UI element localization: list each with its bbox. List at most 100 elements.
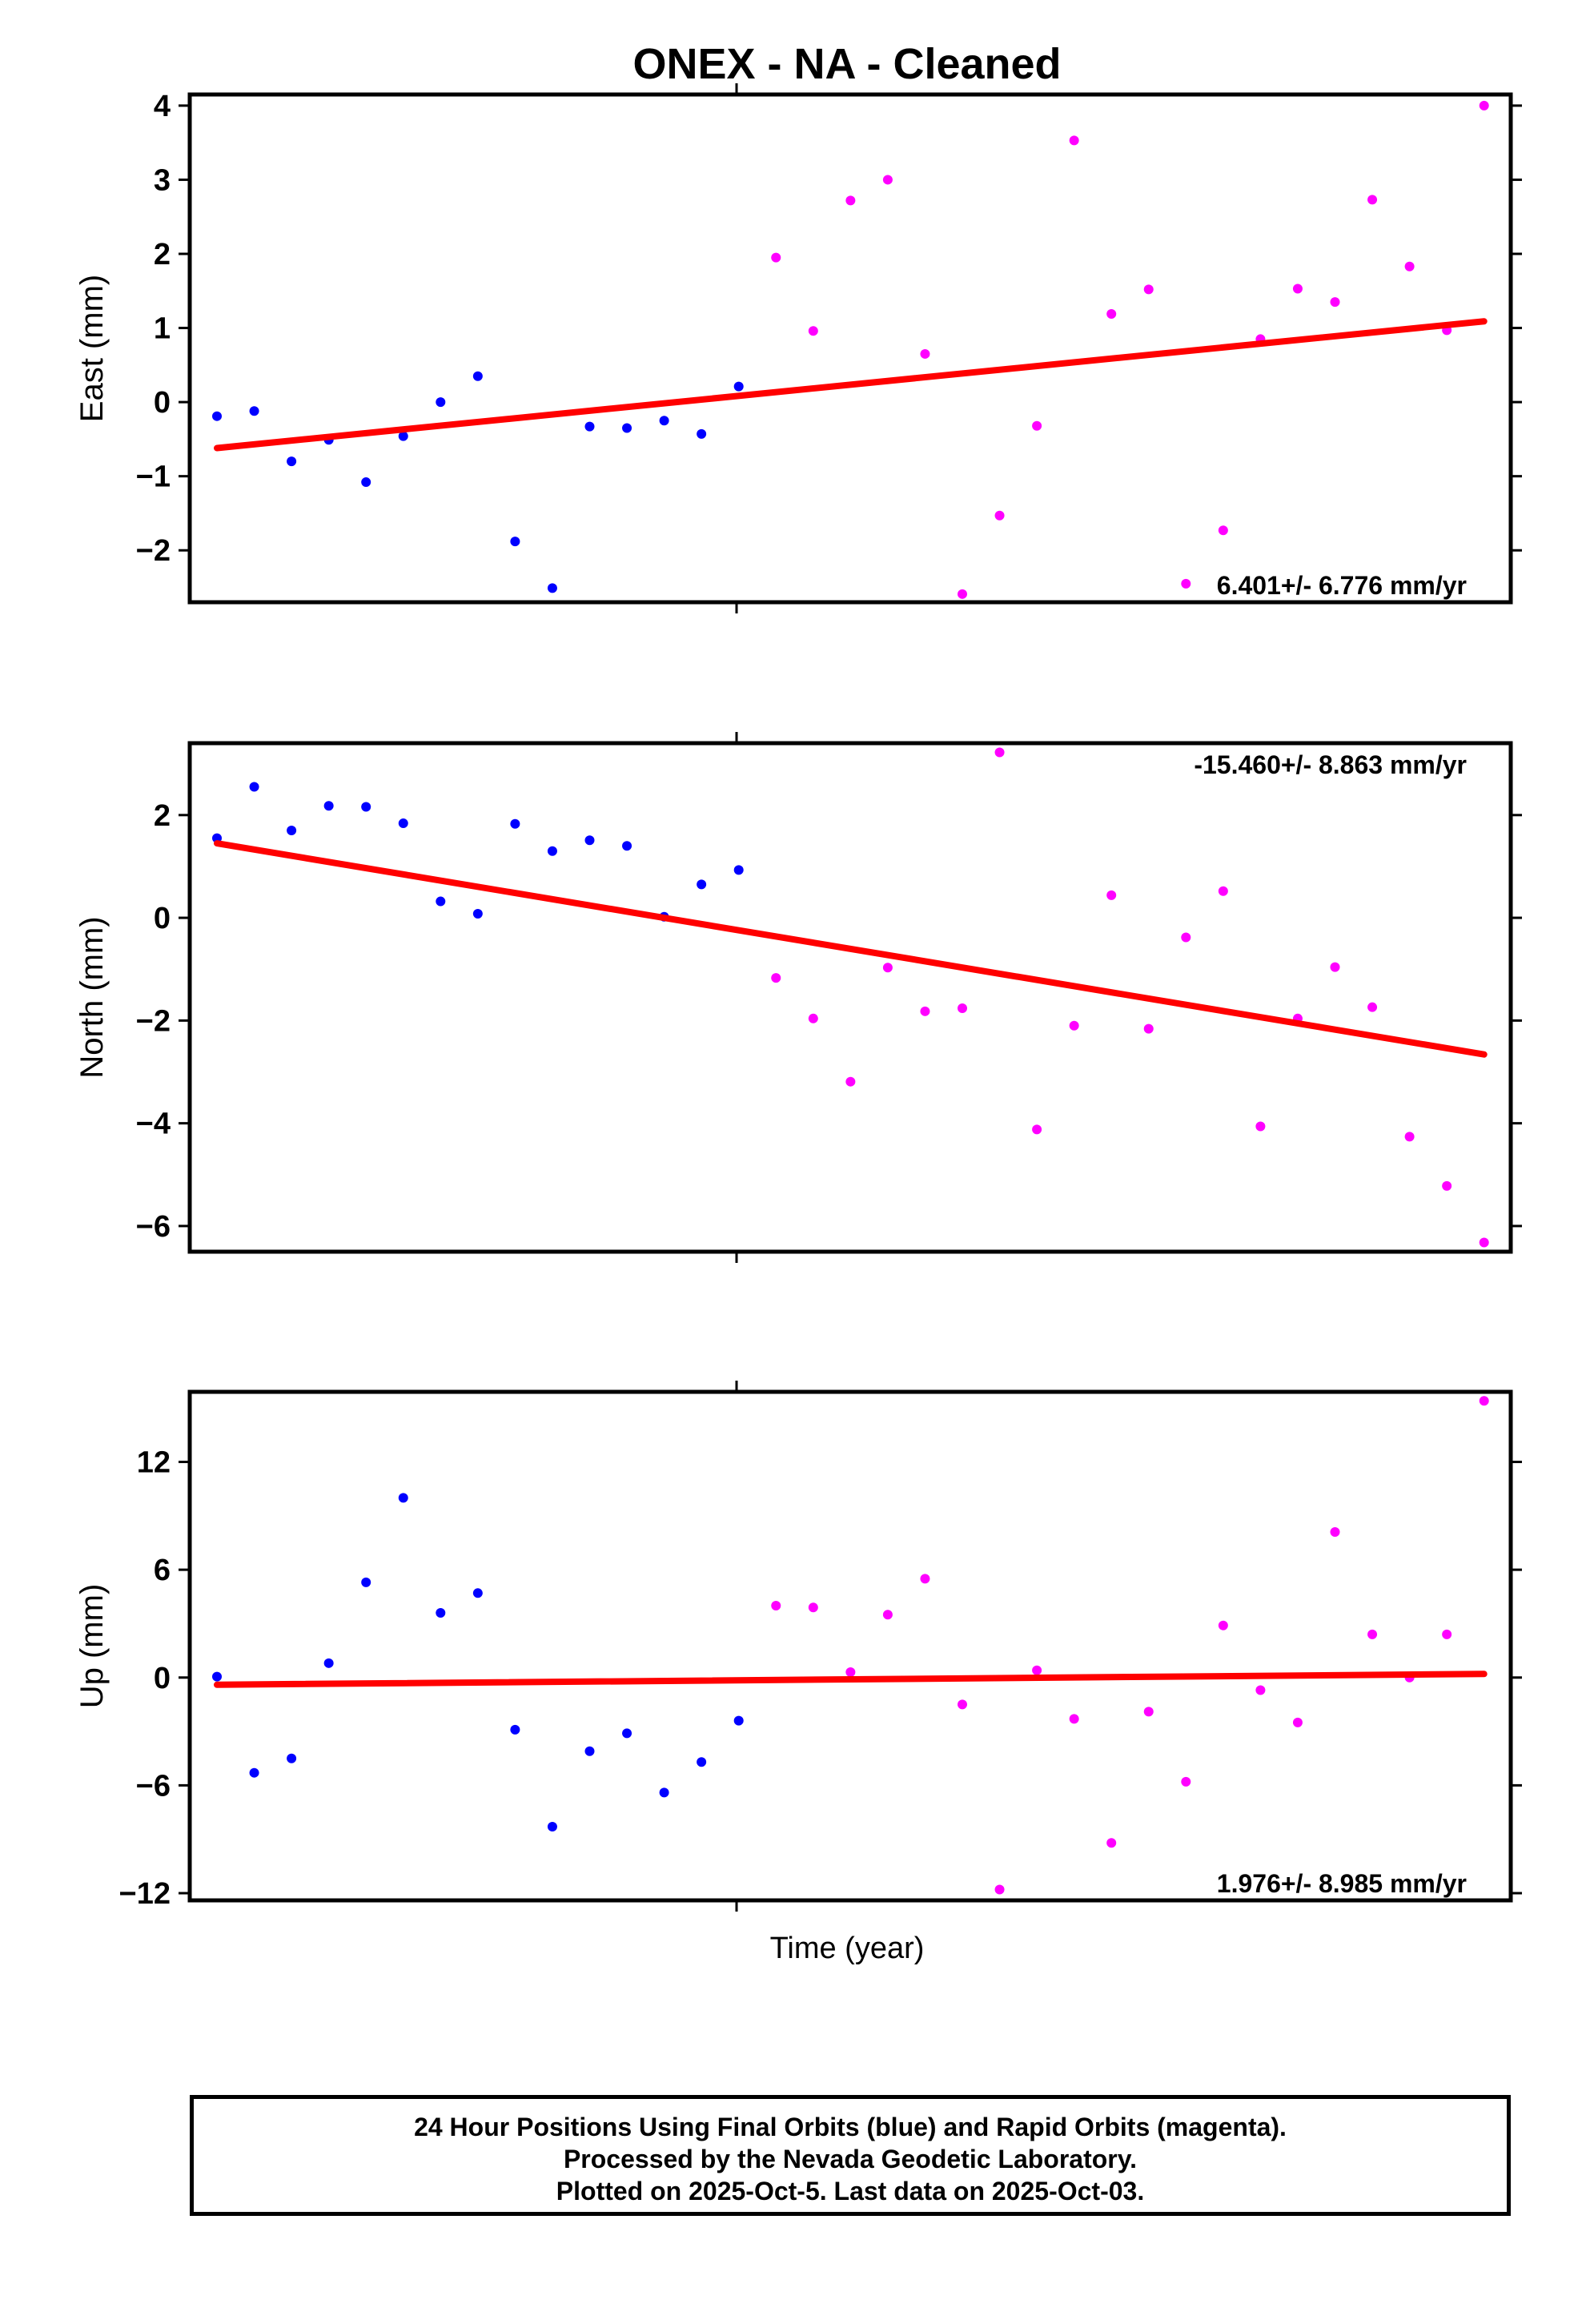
rapid-orbit-point [994, 1884, 1005, 1895]
y-axis-label: North (mm) [74, 916, 110, 1078]
caption-line-2: Processed by the Nevada Geodetic Laborat… [563, 2145, 1138, 2173]
rapid-orbit-point [1479, 1396, 1489, 1406]
rapid-orbit-point [808, 1602, 818, 1613]
y-tick-label: 2 [154, 799, 171, 833]
panel-east: −2 −1 0 1 2 3 4 East (mm) 6.401+/- 6.776 mm/yr [74, 83, 1522, 613]
final-orbit-point [547, 1822, 557, 1832]
caption-line-3: Plotted on 2025-Oct-5. Last data on 2025… [556, 2177, 1145, 2205]
final-orbit-point [436, 397, 446, 408]
rapid-orbit-point [1143, 1023, 1154, 1034]
rapid-orbit-point [1143, 284, 1154, 295]
rapid-orbit-point [1106, 308, 1117, 319]
final-orbit-point [436, 1607, 446, 1618]
rate-label: 1.976+/- 8.985 mm/yr [1217, 1869, 1467, 1898]
y-tick-label: 4 [154, 90, 171, 123]
final-orbit-point [212, 1671, 222, 1682]
rapid-orbit-point [1330, 1527, 1340, 1538]
final-orbit-point [472, 908, 483, 919]
rapid-orbit-point [808, 1013, 818, 1023]
final-orbit-point [659, 416, 669, 426]
final-orbit-point [733, 1715, 744, 1726]
y-tick-label: −6 [136, 1769, 171, 1803]
y-axis-label: Up (mm) [74, 1584, 110, 1709]
final-orbit-point [287, 826, 297, 836]
y-tick-label: 12 [137, 1446, 171, 1480]
plot-frame [187, 92, 1513, 605]
trend-line [214, 840, 1488, 1058]
final-orbit-point [510, 818, 520, 829]
final-orbit-point [212, 411, 222, 421]
y-tick-label: 1 [154, 312, 171, 346]
final-orbit-point [510, 537, 520, 547]
rapid-orbit-point [920, 348, 930, 359]
rapid-orbit-point [1404, 261, 1415, 271]
rapid-orbit-point [1292, 283, 1303, 294]
final-orbit-point [398, 431, 408, 441]
final-orbit-point [584, 835, 595, 846]
rapid-orbit-point [1255, 1685, 1266, 1695]
rapid-orbit-point [1442, 1180, 1452, 1191]
rapid-orbit-point [771, 252, 781, 263]
final-orbit-point [584, 1746, 595, 1756]
rapid-orbit-point [1218, 886, 1228, 896]
rapid-orbit-point [845, 1667, 856, 1678]
y-tick-label: 0 [154, 386, 171, 420]
final-orbit-point [398, 1493, 408, 1503]
final-orbit-point [287, 456, 297, 467]
rate-label: -15.460+/- 8.863 mm/yr [1194, 750, 1467, 779]
final-orbit-point [361, 802, 371, 812]
rapid-orbit-point [1069, 1020, 1079, 1031]
rapid-orbit-point [1404, 1132, 1415, 1142]
rapid-orbit-point [1181, 1776, 1191, 1787]
y-tick-label: −6 [136, 1210, 171, 1244]
rapid-orbit-point [845, 195, 856, 206]
rapid-orbit-point [1367, 1629, 1378, 1639]
rapid-orbit-point [771, 1601, 781, 1611]
rapid-orbit-point [1032, 420, 1042, 431]
panel-north: −6 −4 −2 0 2 North (mm) -15.460+/- 8.863 mm/yr [74, 732, 1522, 1263]
rapid-orbit-point [882, 1610, 893, 1620]
y-tick-label: −2 [136, 534, 171, 568]
caption-box: 24 Hour Positions Using Final Orbits (bl… [190, 2095, 1511, 2216]
rapid-orbit-point [882, 175, 893, 185]
final-orbit-point [361, 477, 371, 488]
final-orbit-point [249, 406, 259, 416]
final-orbit-point [547, 846, 557, 856]
rapid-orbit-point [958, 1003, 967, 1013]
rapid-orbit-point [1106, 1838, 1117, 1848]
final-orbit-point [398, 818, 408, 829]
rapid-orbit-point [1255, 1121, 1266, 1132]
rapid-orbit-point [1032, 1665, 1042, 1675]
rapid-orbit-point [1367, 195, 1378, 205]
rapid-orbit-point [1143, 1707, 1154, 1717]
final-orbit-point [323, 801, 334, 811]
rapid-orbit-point [1069, 1714, 1079, 1724]
final-orbit-point [622, 841, 632, 851]
rapid-orbit-point [882, 963, 893, 973]
caption-line-1: 24 Hour Positions Using Final Orbits (bl… [414, 2113, 1287, 2141]
final-orbit-point [249, 1767, 259, 1778]
rapid-orbit-point [1106, 890, 1117, 900]
final-orbit-point [697, 879, 707, 890]
rapid-orbit-point [808, 326, 818, 336]
y-tick-label: 2 [154, 238, 171, 271]
rapid-orbit-point [958, 1699, 967, 1710]
final-orbit-point [510, 1724, 520, 1735]
final-orbit-point [622, 423, 632, 433]
final-orbit-point [472, 371, 483, 381]
trend-line [214, 318, 1488, 452]
y-tick-label: −2 [136, 1004, 171, 1038]
final-orbit-point [361, 1577, 371, 1587]
rapid-orbit-point [1032, 1124, 1042, 1135]
rapid-orbit-point [1330, 962, 1340, 972]
rapid-orbit-point [1442, 1629, 1452, 1639]
y-tick-label: −4 [136, 1108, 171, 1141]
y-tick-label: 3 [154, 163, 171, 197]
rapid-orbit-point [994, 510, 1005, 521]
y-tick-label: 6 [154, 1554, 171, 1587]
final-orbit-point [584, 421, 595, 432]
final-orbit-point [697, 1757, 707, 1767]
y-tick-label: 0 [154, 1662, 171, 1695]
